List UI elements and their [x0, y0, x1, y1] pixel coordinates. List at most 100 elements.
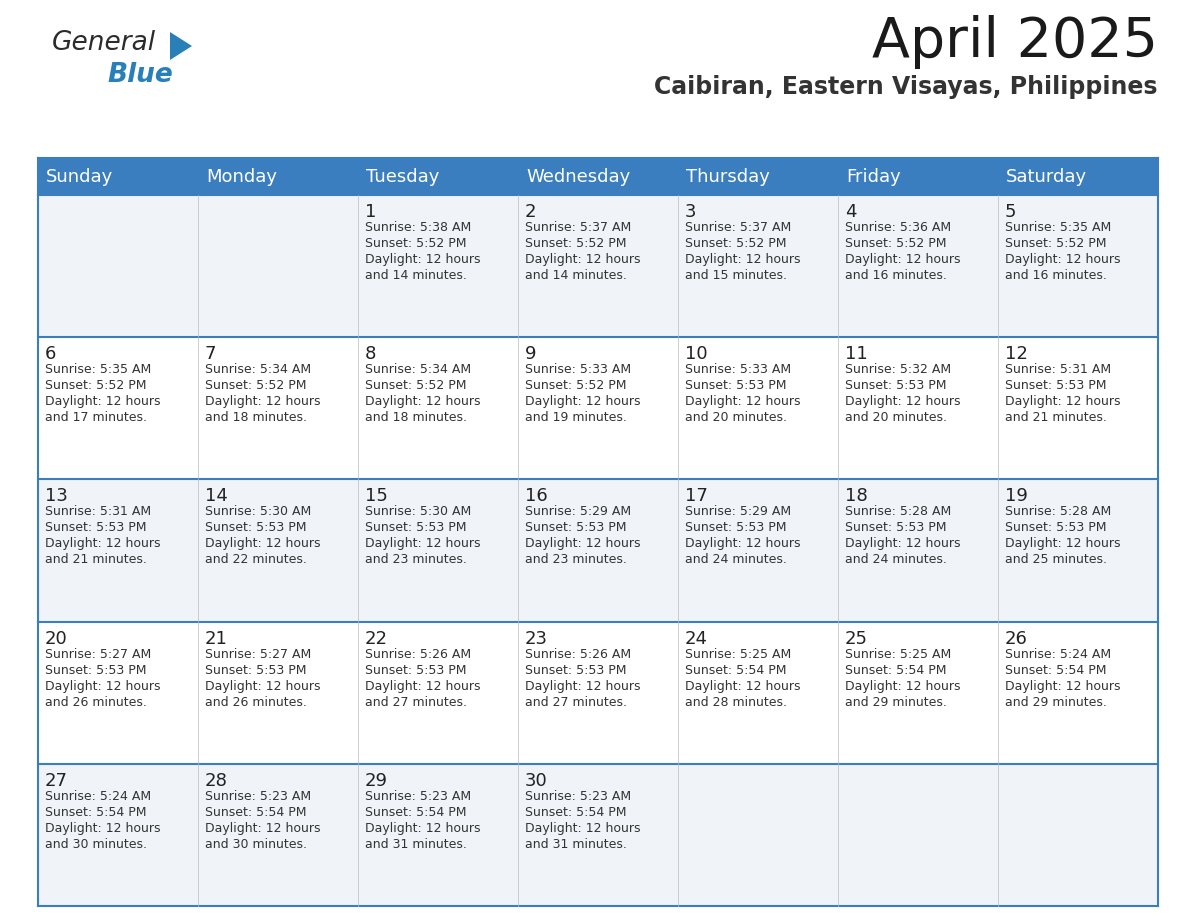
Text: Sunrise: 5:32 AM: Sunrise: 5:32 AM [845, 364, 952, 376]
Text: Monday: Monday [206, 167, 277, 185]
Text: Sunset: 5:53 PM: Sunset: 5:53 PM [1005, 521, 1106, 534]
Text: and 23 minutes.: and 23 minutes. [525, 554, 627, 566]
Text: 30: 30 [525, 772, 548, 789]
Text: Daylight: 12 hours: Daylight: 12 hours [685, 679, 801, 692]
Text: Sunrise: 5:35 AM: Sunrise: 5:35 AM [45, 364, 151, 376]
Text: Sunset: 5:52 PM: Sunset: 5:52 PM [365, 379, 467, 392]
Text: Sunrise: 5:23 AM: Sunrise: 5:23 AM [525, 789, 631, 803]
Text: Sunrise: 5:37 AM: Sunrise: 5:37 AM [685, 221, 791, 234]
Text: Sunset: 5:54 PM: Sunset: 5:54 PM [365, 806, 467, 819]
Text: Sunset: 5:52 PM: Sunset: 5:52 PM [45, 379, 146, 392]
Bar [998, 195, 1158, 337]
Text: Sunrise: 5:38 AM: Sunrise: 5:38 AM [365, 221, 472, 234]
Text: Sunrise: 5:29 AM: Sunrise: 5:29 AM [685, 506, 791, 519]
Text: and 23 minutes.: and 23 minutes. [365, 554, 467, 566]
Bar [998, 158, 1158, 195]
Text: Friday: Friday [846, 167, 901, 185]
Bar [38, 479, 198, 621]
Text: Sunset: 5:52 PM: Sunset: 5:52 PM [685, 237, 786, 250]
Text: and 31 minutes.: and 31 minutes. [525, 838, 627, 851]
Text: Daylight: 12 hours: Daylight: 12 hours [1005, 679, 1120, 692]
Polygon shape [170, 32, 192, 60]
Bar [358, 195, 518, 337]
Text: Sunset: 5:53 PM: Sunset: 5:53 PM [845, 379, 947, 392]
Bar [358, 479, 518, 621]
Text: 26: 26 [1005, 630, 1028, 647]
Text: 17: 17 [685, 487, 708, 506]
Text: and 16 minutes.: and 16 minutes. [1005, 269, 1107, 282]
Text: Daylight: 12 hours: Daylight: 12 hours [1005, 537, 1120, 551]
Text: Sunrise: 5:25 AM: Sunrise: 5:25 AM [845, 647, 952, 661]
Bar [198, 764, 358, 906]
Text: Sunset: 5:52 PM: Sunset: 5:52 PM [845, 237, 947, 250]
Bar [358, 764, 518, 906]
Text: 27: 27 [45, 772, 68, 789]
Text: and 29 minutes.: and 29 minutes. [845, 696, 947, 709]
Text: and 30 minutes.: and 30 minutes. [206, 838, 307, 851]
Text: Daylight: 12 hours: Daylight: 12 hours [845, 679, 961, 692]
Text: Daylight: 12 hours: Daylight: 12 hours [685, 537, 801, 551]
Text: Daylight: 12 hours: Daylight: 12 hours [685, 253, 801, 266]
Text: and 31 minutes.: and 31 minutes. [365, 838, 467, 851]
Bar [838, 764, 998, 906]
Text: Sunrise: 5:27 AM: Sunrise: 5:27 AM [206, 647, 311, 661]
Text: and 30 minutes.: and 30 minutes. [45, 838, 147, 851]
Text: Sunset: 5:53 PM: Sunset: 5:53 PM [685, 379, 786, 392]
Text: Sunrise: 5:23 AM: Sunrise: 5:23 AM [365, 789, 472, 803]
Text: and 20 minutes.: and 20 minutes. [685, 411, 786, 424]
Text: 8: 8 [365, 345, 377, 364]
Text: Sunrise: 5:23 AM: Sunrise: 5:23 AM [206, 789, 311, 803]
Text: and 28 minutes.: and 28 minutes. [685, 696, 786, 709]
Bar [838, 158, 998, 195]
Text: and 16 minutes.: and 16 minutes. [845, 269, 947, 282]
Text: Sunset: 5:54 PM: Sunset: 5:54 PM [1005, 664, 1106, 677]
Text: 28: 28 [206, 772, 228, 789]
Bar [998, 479, 1158, 621]
Bar [518, 158, 678, 195]
Text: 23: 23 [525, 630, 548, 647]
Text: Sunset: 5:54 PM: Sunset: 5:54 PM [45, 806, 146, 819]
Text: and 17 minutes.: and 17 minutes. [45, 411, 147, 424]
Bar [38, 337, 198, 479]
Bar [678, 195, 838, 337]
Text: Sunset: 5:52 PM: Sunset: 5:52 PM [206, 379, 307, 392]
Text: Tuesday: Tuesday [366, 167, 440, 185]
Text: Sunrise: 5:34 AM: Sunrise: 5:34 AM [206, 364, 311, 376]
Text: Daylight: 12 hours: Daylight: 12 hours [365, 537, 480, 551]
Text: Sunrise: 5:29 AM: Sunrise: 5:29 AM [525, 506, 631, 519]
Text: 11: 11 [845, 345, 867, 364]
Text: Daylight: 12 hours: Daylight: 12 hours [845, 396, 961, 409]
Bar [998, 337, 1158, 479]
Text: and 21 minutes.: and 21 minutes. [45, 554, 147, 566]
Text: and 22 minutes.: and 22 minutes. [206, 554, 307, 566]
Text: and 26 minutes.: and 26 minutes. [206, 696, 307, 709]
Text: Sunrise: 5:28 AM: Sunrise: 5:28 AM [845, 506, 952, 519]
Text: and 24 minutes.: and 24 minutes. [845, 554, 947, 566]
Bar [518, 621, 678, 764]
Text: 24: 24 [685, 630, 708, 647]
Bar [198, 479, 358, 621]
Text: Daylight: 12 hours: Daylight: 12 hours [365, 253, 480, 266]
Text: 25: 25 [845, 630, 868, 647]
Text: Sunrise: 5:34 AM: Sunrise: 5:34 AM [365, 364, 472, 376]
Bar [38, 621, 198, 764]
Text: Thursday: Thursday [685, 167, 770, 185]
Text: Sunset: 5:53 PM: Sunset: 5:53 PM [45, 664, 146, 677]
Text: Daylight: 12 hours: Daylight: 12 hours [365, 396, 480, 409]
Text: and 18 minutes.: and 18 minutes. [365, 411, 467, 424]
Bar [198, 337, 358, 479]
Text: Sunrise: 5:24 AM: Sunrise: 5:24 AM [45, 789, 151, 803]
Text: Sunset: 5:53 PM: Sunset: 5:53 PM [525, 664, 626, 677]
Text: Daylight: 12 hours: Daylight: 12 hours [45, 537, 160, 551]
Text: Sunset: 5:54 PM: Sunset: 5:54 PM [845, 664, 947, 677]
Bar [998, 621, 1158, 764]
Text: Caibiran, Eastern Visayas, Philippines: Caibiran, Eastern Visayas, Philippines [655, 75, 1158, 99]
Text: Daylight: 12 hours: Daylight: 12 hours [45, 822, 160, 834]
Text: Sunset: 5:54 PM: Sunset: 5:54 PM [525, 806, 626, 819]
Text: 7: 7 [206, 345, 216, 364]
Text: Daylight: 12 hours: Daylight: 12 hours [45, 396, 160, 409]
Bar [518, 337, 678, 479]
Text: Sunrise: 5:30 AM: Sunrise: 5:30 AM [365, 506, 472, 519]
Bar [838, 479, 998, 621]
Bar [518, 479, 678, 621]
